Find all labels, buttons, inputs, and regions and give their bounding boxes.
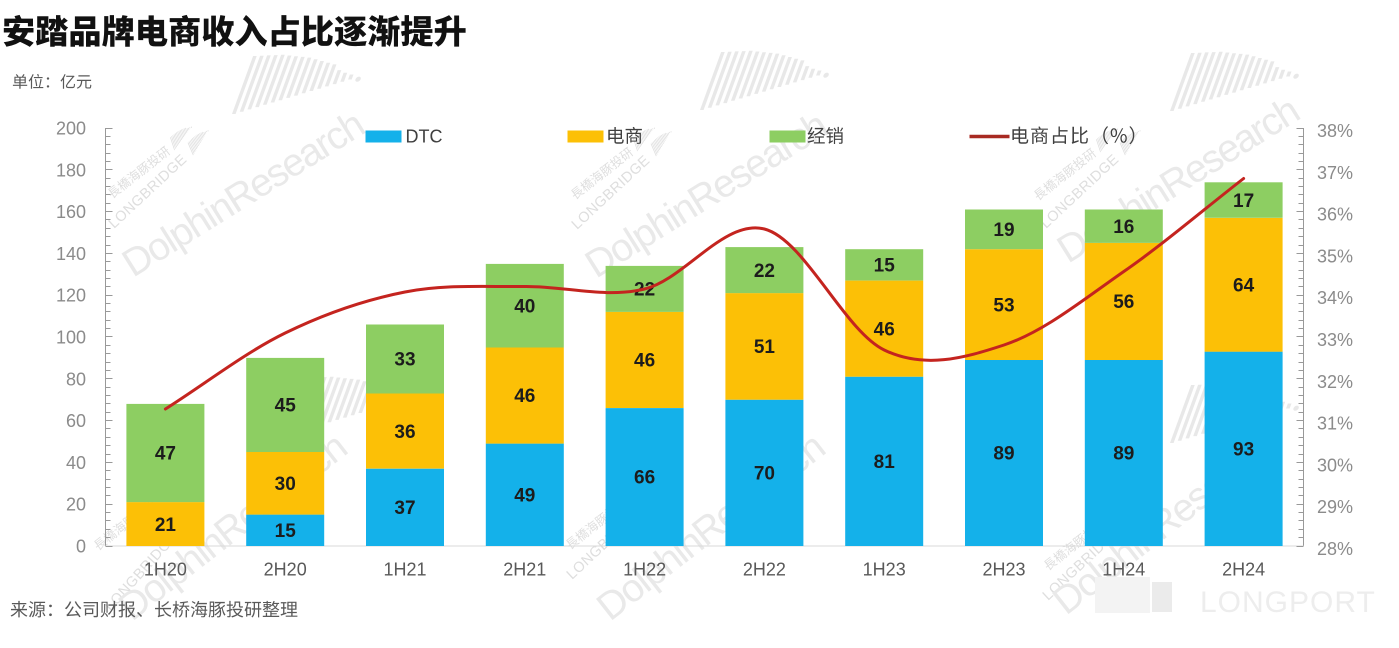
svg-text:100: 100 bbox=[56, 328, 86, 348]
svg-text:2H21: 2H21 bbox=[503, 560, 546, 580]
svg-text:49: 49 bbox=[514, 486, 535, 507]
svg-text:33: 33 bbox=[394, 350, 415, 371]
svg-text:28%: 28% bbox=[1317, 539, 1353, 559]
svg-text:120: 120 bbox=[56, 286, 86, 306]
svg-text:21: 21 bbox=[155, 515, 177, 536]
svg-text:200: 200 bbox=[56, 119, 86, 139]
svg-text:53: 53 bbox=[993, 295, 1014, 316]
svg-text:180: 180 bbox=[56, 160, 86, 180]
svg-text:47: 47 bbox=[155, 444, 176, 465]
svg-text:32%: 32% bbox=[1317, 372, 1353, 392]
svg-text:2H23: 2H23 bbox=[982, 560, 1025, 580]
svg-text:30: 30 bbox=[275, 474, 296, 495]
svg-text:81: 81 bbox=[874, 452, 896, 473]
svg-text:89: 89 bbox=[993, 444, 1014, 465]
svg-text:1H22: 1H22 bbox=[623, 560, 666, 580]
svg-text:LONGPORT: LONGPORT bbox=[1200, 586, 1376, 619]
svg-text:140: 140 bbox=[56, 244, 86, 264]
svg-text:30%: 30% bbox=[1317, 455, 1353, 475]
svg-text:22: 22 bbox=[754, 261, 775, 282]
svg-text:89: 89 bbox=[1113, 444, 1134, 465]
svg-text:40: 40 bbox=[66, 453, 86, 473]
svg-text:64: 64 bbox=[1233, 275, 1255, 296]
svg-text:19: 19 bbox=[993, 220, 1014, 241]
svg-text:36%: 36% bbox=[1317, 205, 1353, 225]
svg-text:160: 160 bbox=[56, 202, 86, 222]
svg-text:2H20: 2H20 bbox=[264, 560, 307, 580]
svg-text:46: 46 bbox=[874, 319, 895, 340]
svg-text:35%: 35% bbox=[1317, 246, 1353, 266]
svg-text:15: 15 bbox=[874, 256, 896, 277]
svg-text:46: 46 bbox=[514, 386, 535, 407]
svg-text:33%: 33% bbox=[1317, 330, 1353, 350]
svg-text:38%: 38% bbox=[1317, 121, 1353, 141]
svg-text:1H24: 1H24 bbox=[1102, 560, 1145, 580]
svg-text:93: 93 bbox=[1233, 440, 1254, 461]
svg-text:1H20: 1H20 bbox=[144, 560, 187, 580]
svg-text:45: 45 bbox=[275, 396, 297, 417]
svg-text:66: 66 bbox=[634, 468, 655, 489]
svg-text:37%: 37% bbox=[1317, 163, 1353, 183]
svg-text:16: 16 bbox=[1113, 217, 1134, 238]
svg-text:51: 51 bbox=[754, 337, 776, 358]
svg-text:34%: 34% bbox=[1317, 288, 1353, 308]
svg-text:40: 40 bbox=[514, 296, 535, 317]
svg-text:36: 36 bbox=[394, 422, 415, 443]
svg-text:70: 70 bbox=[754, 464, 775, 485]
svg-text:37: 37 bbox=[394, 498, 415, 519]
svg-text:0: 0 bbox=[76, 537, 86, 557]
svg-text:29%: 29% bbox=[1317, 497, 1353, 517]
svg-text:15: 15 bbox=[275, 521, 297, 542]
svg-text:2H22: 2H22 bbox=[743, 560, 786, 580]
svg-text:1H23: 1H23 bbox=[863, 560, 906, 580]
svg-text:17: 17 bbox=[1233, 191, 1254, 212]
svg-text:31%: 31% bbox=[1317, 414, 1353, 434]
svg-text:1H21: 1H21 bbox=[383, 560, 426, 580]
svg-text:46: 46 bbox=[634, 351, 655, 372]
svg-text:DTC: DTC bbox=[406, 127, 443, 147]
svg-text:2H24: 2H24 bbox=[1222, 560, 1265, 580]
svg-text:20: 20 bbox=[66, 495, 86, 515]
svg-text:56: 56 bbox=[1113, 292, 1134, 313]
svg-text:80: 80 bbox=[66, 369, 86, 389]
svg-text:60: 60 bbox=[66, 411, 86, 431]
